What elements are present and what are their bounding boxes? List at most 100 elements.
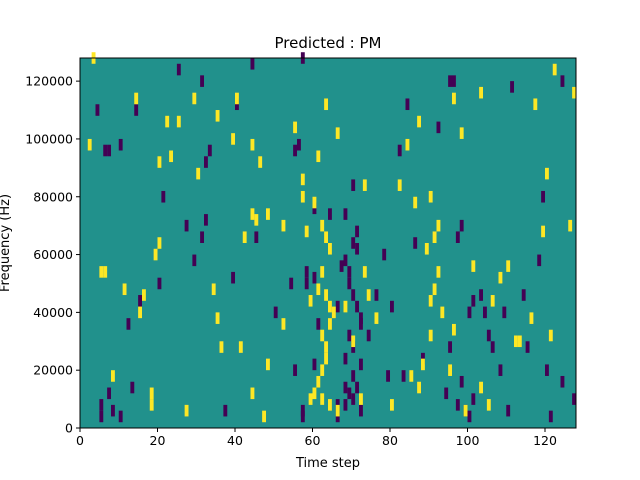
low-value-cell	[304, 277, 309, 290]
high-value-cell	[529, 312, 534, 324]
high-value-cell	[428, 295, 433, 307]
low-value-cell	[355, 243, 360, 255]
low-value-cell	[176, 63, 181, 76]
high-value-cell	[238, 341, 243, 353]
x-tick-label: 80	[382, 433, 398, 448]
high-value-cell	[362, 266, 367, 278]
low-value-cell	[366, 329, 371, 342]
low-value-cell	[444, 387, 449, 400]
low-value-cell	[328, 208, 332, 220]
low-value-cell	[200, 231, 205, 243]
high-value-cell	[103, 266, 108, 278]
high-value-cell	[324, 352, 329, 365]
plot-frame	[79, 57, 577, 429]
high-value-cell	[459, 127, 464, 139]
high-value-cell	[545, 167, 549, 180]
low-value-cell	[436, 121, 441, 134]
high-value-cell	[312, 196, 317, 209]
low-value-cell	[204, 156, 208, 168]
high-value-cell	[440, 306, 445, 319]
low-value-cell	[343, 208, 348, 220]
low-value-cell	[359, 358, 363, 371]
high-value-cell	[328, 300, 332, 313]
high-value-cell	[572, 86, 577, 99]
high-value-cell	[231, 133, 236, 145]
y-tick-label: 20000	[33, 363, 73, 378]
low-value-cell	[459, 219, 464, 232]
high-value-cell	[417, 381, 422, 394]
low-value-cell	[502, 306, 507, 319]
low-value-cell	[339, 260, 344, 272]
high-value-cell	[176, 115, 181, 128]
high-value-cell	[111, 370, 115, 382]
high-value-cell	[304, 225, 309, 238]
high-value-cell	[320, 266, 325, 278]
low-value-cell	[134, 104, 139, 116]
high-value-cell	[490, 295, 495, 307]
low-value-cell	[343, 254, 348, 267]
low-value-cell	[490, 341, 495, 353]
low-value-cell	[548, 410, 553, 423]
high-value-cell	[316, 283, 321, 296]
high-value-cell	[134, 92, 139, 105]
low-value-cell	[401, 370, 406, 382]
high-value-cell	[250, 138, 255, 151]
low-value-cell	[421, 352, 425, 365]
high-value-cell	[343, 300, 348, 313]
low-value-cell	[157, 277, 162, 290]
high-value-cell	[486, 399, 491, 411]
low-value-cell	[223, 404, 228, 417]
high-value-cell	[262, 410, 267, 423]
low-value-cell	[382, 248, 387, 261]
high-value-cell	[428, 190, 433, 203]
high-value-cell	[417, 115, 422, 128]
plot-area	[79, 52, 577, 429]
low-value-cell	[525, 341, 530, 353]
low-value-cell	[351, 179, 356, 191]
high-value-cell	[471, 260, 476, 272]
low-value-cell	[572, 393, 577, 405]
high-value-cell	[479, 381, 484, 394]
high-value-cell	[324, 98, 329, 111]
high-value-cell	[324, 341, 329, 353]
high-value-cell	[548, 329, 553, 342]
high-value-cell	[281, 219, 286, 232]
low-value-cell	[192, 254, 197, 267]
high-value-cell	[514, 335, 518, 348]
high-value-cell	[281, 318, 286, 330]
low-value-cell	[374, 289, 379, 301]
low-value-cell	[111, 404, 115, 417]
high-value-cell	[428, 329, 433, 342]
low-value-cell	[300, 410, 305, 423]
high-value-cell	[506, 260, 511, 272]
low-value-cell	[448, 75, 453, 87]
low-value-cell	[351, 370, 356, 382]
high-value-cell	[320, 329, 325, 342]
low-value-cell	[467, 306, 472, 319]
high-value-cell	[266, 208, 270, 220]
low-value-cell	[103, 144, 108, 157]
high-value-cell	[250, 208, 255, 220]
low-value-cell	[386, 370, 391, 382]
y-axis-ticks: 0 20000 40000 60000 80000 100000 120000	[25, 74, 80, 436]
high-value-cell	[215, 312, 220, 324]
low-value-cell	[355, 381, 360, 394]
low-value-cell	[397, 144, 402, 157]
low-value-cell	[390, 300, 394, 313]
high-value-cell	[157, 156, 162, 168]
low-value-cell	[289, 277, 294, 290]
high-value-cell	[312, 387, 317, 400]
low-value-cell	[448, 341, 453, 353]
low-value-cell	[231, 271, 236, 284]
low-value-cell	[138, 295, 143, 307]
high-value-cell	[541, 225, 546, 238]
x-tick-label: 100	[456, 433, 480, 448]
low-value-cell	[467, 410, 472, 423]
low-value-cell	[161, 190, 166, 203]
low-value-cell	[184, 219, 189, 232]
high-value-cell	[184, 404, 189, 417]
high-value-cell	[328, 243, 332, 255]
low-value-cell	[452, 75, 456, 87]
low-value-cell	[359, 404, 363, 417]
